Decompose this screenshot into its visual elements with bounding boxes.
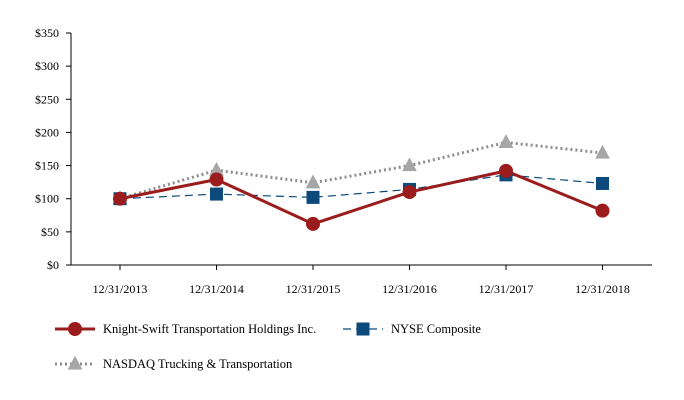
x-tick-label: 12/31/2014 (189, 282, 244, 296)
y-tick-label: $100 (35, 192, 59, 206)
legend-label-nasdaq-trucking: NASDAQ Trucking & Transportation (103, 357, 293, 371)
legend-label-knight-swift: Knight-Swift Transportation Holdings Inc… (103, 322, 316, 336)
x-tick-label: 12/31/2015 (286, 282, 341, 296)
data-point-knight-swift (499, 163, 513, 178)
data-point-knight-swift (209, 172, 224, 187)
data-point-knight-swift (595, 203, 610, 218)
x-tick-label: 12/31/2013 (93, 282, 148, 296)
data-point-nasdaq-trucking (209, 161, 224, 176)
y-tick-label: $0 (47, 258, 59, 272)
series-markers (112, 134, 610, 231)
data-point-nyse-composite (306, 190, 320, 204)
y-tick-label: $150 (35, 159, 59, 173)
x-tick-label: 12/31/2018 (575, 282, 630, 296)
y-tick-label: $350 (35, 26, 59, 40)
data-point-knight-swift (113, 191, 127, 206)
data-point-nyse-composite (596, 176, 609, 190)
legend-label-nyse-composite: NYSE Composite (391, 322, 481, 336)
data-point-nyse-composite (210, 187, 223, 201)
legend-marker-nasdaq-trucking (67, 355, 83, 370)
y-tick-label: $200 (35, 125, 59, 139)
legend-item-nyse-composite: NYSE Composite (343, 322, 481, 336)
legend-marker-knight-swift (68, 322, 82, 336)
data-point-knight-swift (306, 216, 320, 231)
axes: $0 $50 $100 $150 $200 $250 $300 $350 12/31/2013 1… (35, 26, 652, 296)
series-lines (119, 140, 604, 226)
legend: Knight-Swift Transportation Holdings Inc… (55, 322, 481, 371)
data-point-knight-swift (402, 185, 417, 200)
data-point-nasdaq-trucking (402, 157, 417, 172)
x-tick-label: 12/31/2017 (479, 282, 534, 296)
data-point-nasdaq-trucking (595, 144, 610, 159)
data-point-nasdaq-trucking (498, 134, 514, 148)
series-line-nasdaq-trucking (119, 140, 603, 201)
legend-item-knight-swift: Knight-Swift Transportation Holdings Inc… (55, 322, 316, 336)
y-tick-label: $250 (35, 92, 59, 106)
legend-marker-nyse-composite (356, 322, 370, 336)
y-tick-label: $50 (41, 225, 59, 239)
legend-item-nasdaq-trucking: NASDAQ Trucking & Transportation (55, 355, 293, 371)
data-point-nasdaq-trucking (305, 174, 321, 189)
x-tick-label: 12/31/2016 (382, 282, 437, 296)
series-line-knight-swift (119, 169, 604, 226)
y-tick-label: $300 (35, 59, 59, 73)
